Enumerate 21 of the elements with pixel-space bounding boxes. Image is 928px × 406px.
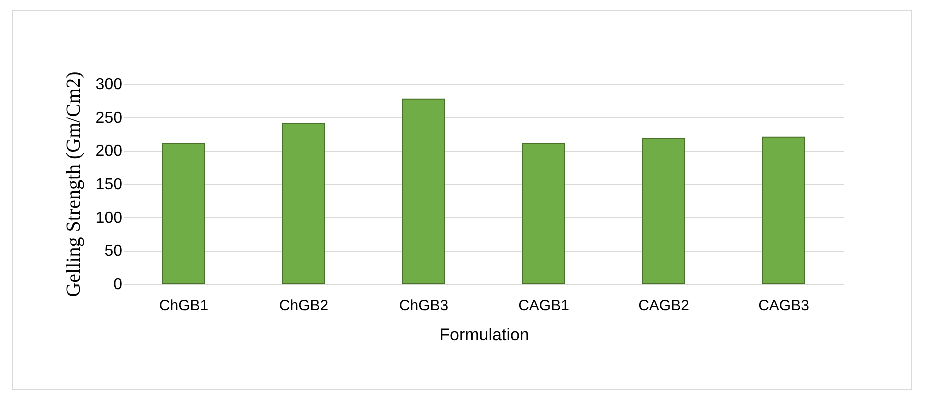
bar <box>522 144 566 284</box>
y-tick-label: 250 <box>96 110 123 127</box>
x-tick-label: ChGB1 <box>159 298 209 314</box>
y-tick-label: 200 <box>96 143 123 160</box>
y-tick-label: 0 <box>114 276 123 294</box>
x-tick-label: CAGB2 <box>638 298 690 314</box>
y-tick-label: 50 <box>104 243 123 260</box>
y-tick-label: 150 <box>96 176 123 194</box>
bar <box>762 136 806 284</box>
x-tick-label: ChGB2 <box>279 298 329 314</box>
x-tick-label: CAGB1 <box>518 298 570 314</box>
x-tick-label: CAGB3 <box>758 298 810 314</box>
y-tick-label: 300 <box>96 76 123 94</box>
x-tick-label: ChGB3 <box>399 298 449 314</box>
bar <box>642 138 686 284</box>
x-axis-title: Formulation <box>440 326 530 344</box>
y-axis-title: Gelling Strength (Gm/Cm2) <box>62 72 85 298</box>
y-tick-label: 100 <box>96 210 123 227</box>
bar <box>402 98 446 284</box>
bar <box>162 144 206 284</box>
bar <box>282 124 326 284</box>
